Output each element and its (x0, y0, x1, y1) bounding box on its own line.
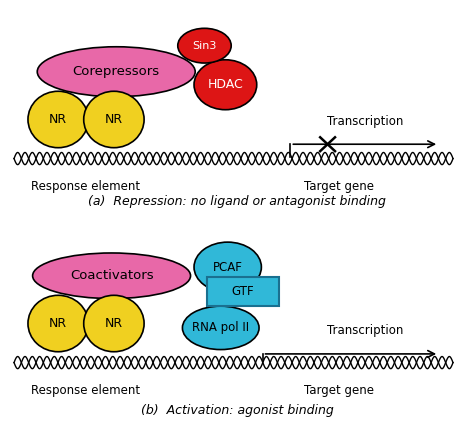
Text: Target gene: Target gene (304, 384, 374, 397)
Ellipse shape (194, 60, 257, 110)
Text: Corepressors: Corepressors (73, 65, 160, 78)
Text: Transcription: Transcription (327, 115, 403, 128)
Text: Transcription: Transcription (327, 324, 403, 338)
Text: PCAF: PCAF (213, 260, 243, 274)
FancyBboxPatch shape (207, 276, 279, 306)
Text: NR: NR (49, 113, 67, 126)
Circle shape (28, 295, 88, 352)
Text: Coactivators: Coactivators (70, 269, 154, 282)
Text: Response element: Response element (31, 384, 141, 397)
Text: Target gene: Target gene (304, 180, 374, 193)
Ellipse shape (178, 28, 231, 63)
Circle shape (28, 91, 88, 148)
Text: Sin3: Sin3 (192, 41, 217, 51)
Ellipse shape (194, 242, 261, 292)
Circle shape (84, 91, 144, 148)
Text: HDAC: HDAC (208, 78, 243, 91)
Ellipse shape (182, 306, 259, 350)
Ellipse shape (33, 253, 191, 299)
Text: Response element: Response element (31, 180, 141, 193)
Text: GTF: GTF (231, 285, 254, 298)
Circle shape (84, 295, 144, 352)
Text: (b)  Activation: agonist binding: (b) Activation: agonist binding (141, 404, 333, 417)
Text: NR: NR (105, 113, 123, 126)
Text: NR: NR (105, 317, 123, 330)
Text: NR: NR (49, 317, 67, 330)
Ellipse shape (37, 47, 195, 97)
Text: (a)  Repression: no ligand or antagonist binding: (a) Repression: no ligand or antagonist … (88, 195, 386, 209)
Text: RNA pol II: RNA pol II (192, 321, 249, 334)
